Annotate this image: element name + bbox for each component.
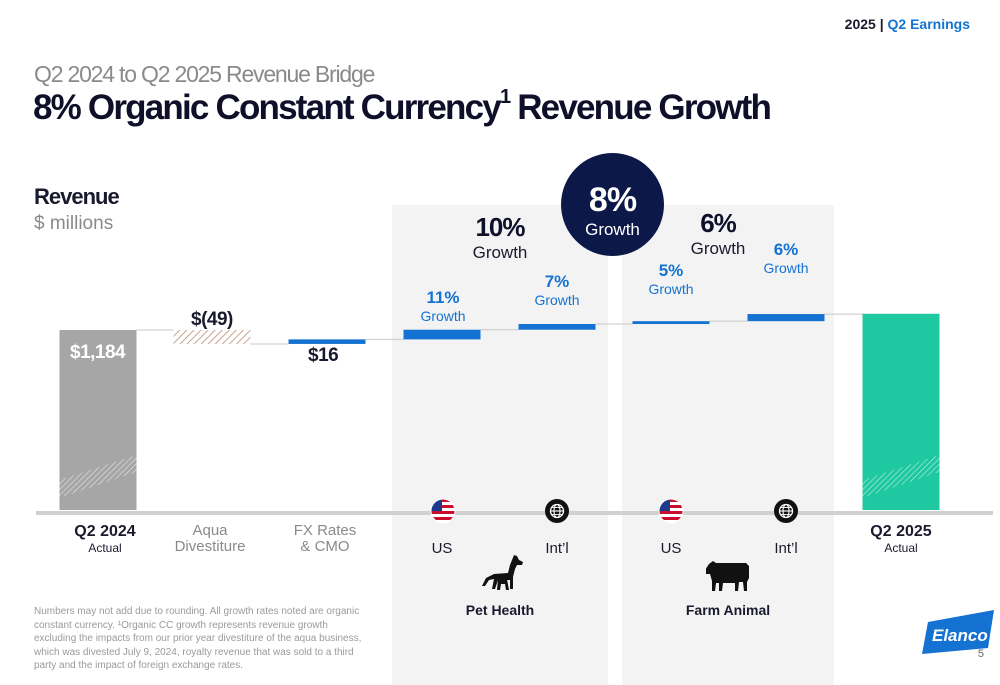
- callout-label: Growth: [420, 308, 466, 324]
- farm-animal-panel: [622, 205, 834, 685]
- category-sub: Actual: [884, 541, 918, 555]
- callout-pct: 6%: [700, 208, 737, 238]
- title-footnote-mark: 1: [499, 86, 511, 108]
- title-end: Revenue Growth: [509, 88, 772, 127]
- header-tag: 2025 | Q2 Earnings: [845, 16, 970, 32]
- category-q2-2025: Q2 2025 Actual: [846, 523, 956, 555]
- bar-label-aqua: $(49): [191, 309, 233, 330]
- bar-us-farm-animal: [632, 321, 710, 325]
- category-intl-farm: Int’l: [774, 540, 798, 557]
- bars-group: [59, 313, 940, 510]
- callout-label: Growth: [472, 243, 528, 262]
- pet-health-panel: [392, 205, 608, 685]
- header-sep: |: [879, 16, 884, 32]
- revenue-label: Revenue: [34, 184, 120, 209]
- page-subtitle: Q2 2024 to Q2 2025 Revenue Bridge: [34, 61, 375, 87]
- category-aqua: Aqua Divestiture: [174, 522, 246, 555]
- callout-us-farm: 5% Growth: [631, 261, 711, 297]
- callout-intl-pet: 7% Growth: [517, 272, 597, 308]
- cow-icon: [706, 561, 749, 591]
- segment-pet-health: Pet Health: [465, 602, 535, 618]
- category-fx: FX Rates & CMO: [293, 522, 357, 555]
- us-flag-icon: [658, 498, 684, 524]
- bar-label-q2-2025: $1,241: [874, 286, 930, 307]
- category-main: Q2 2025: [870, 523, 932, 540]
- title-main: 8% Organic Constant Currency: [33, 88, 502, 127]
- callout-us-pet: 11% Growth: [403, 288, 483, 324]
- revenue-unit: $ millions: [34, 213, 114, 234]
- category-us-pet: US: [431, 540, 453, 557]
- footnote: Numbers may not add due to rounding. All…: [34, 606, 362, 671]
- badge-label: Growth: [585, 220, 640, 239]
- callout-pct: 11%: [426, 288, 460, 307]
- category-us-farm: US: [660, 540, 682, 557]
- bar-intl-pet-health: [518, 324, 596, 330]
- callout-farm-animal-growth: 6% Growth: [678, 208, 758, 259]
- bar-fx-rates: [288, 339, 366, 344]
- elanco-logo: Elanco: [922, 610, 994, 654]
- globe-icon: [545, 499, 569, 523]
- bar-label-fx: $16: [308, 345, 339, 366]
- us-flag-icon: [430, 498, 456, 524]
- callout-label: Growth: [763, 260, 809, 276]
- callout-label: Growth: [690, 239, 746, 258]
- bar-us-pet-health: [403, 329, 481, 340]
- callout-pct: 10%: [475, 212, 525, 242]
- dog-cat-icon: [482, 555, 523, 590]
- callout-pct: 5%: [658, 261, 684, 280]
- total-growth-badge: 8% Growth: [561, 153, 664, 256]
- bar-intl-farm-animal: [747, 314, 825, 322]
- callout-pct: 7%: [544, 272, 570, 291]
- category-main: Q2 2024: [74, 523, 136, 540]
- header-year: 2025: [844, 16, 876, 32]
- page-number: 5: [977, 648, 984, 660]
- badge-pct: 8%: [588, 181, 637, 219]
- connector-lines: [136, 313, 863, 345]
- category-sub: Actual: [88, 541, 122, 555]
- svg-text:Elanco: Elanco: [932, 626, 988, 645]
- segment-farm-animal: Farm Animal: [685, 602, 771, 618]
- callout-intl-farm: 6% Growth: [746, 240, 826, 276]
- globe-icon: [774, 499, 798, 523]
- bar-label-q2-2024: $1,184: [70, 342, 126, 363]
- category-q2-2024: Q2 2024 Actual: [50, 523, 160, 555]
- bar-aqua-divestiture: [173, 330, 251, 344]
- callout-label: Growth: [648, 281, 694, 297]
- callout-label: Growth: [534, 292, 580, 308]
- callout-pet-health-growth: 10% Growth: [460, 212, 540, 263]
- callout-pct: 6%: [773, 240, 799, 259]
- page-title: 8% Organic Constant Currency1 Revenue Gr…: [33, 86, 772, 128]
- category-intl-pet: Int’l: [545, 540, 569, 557]
- header-section: Q2 Earnings: [887, 16, 970, 32]
